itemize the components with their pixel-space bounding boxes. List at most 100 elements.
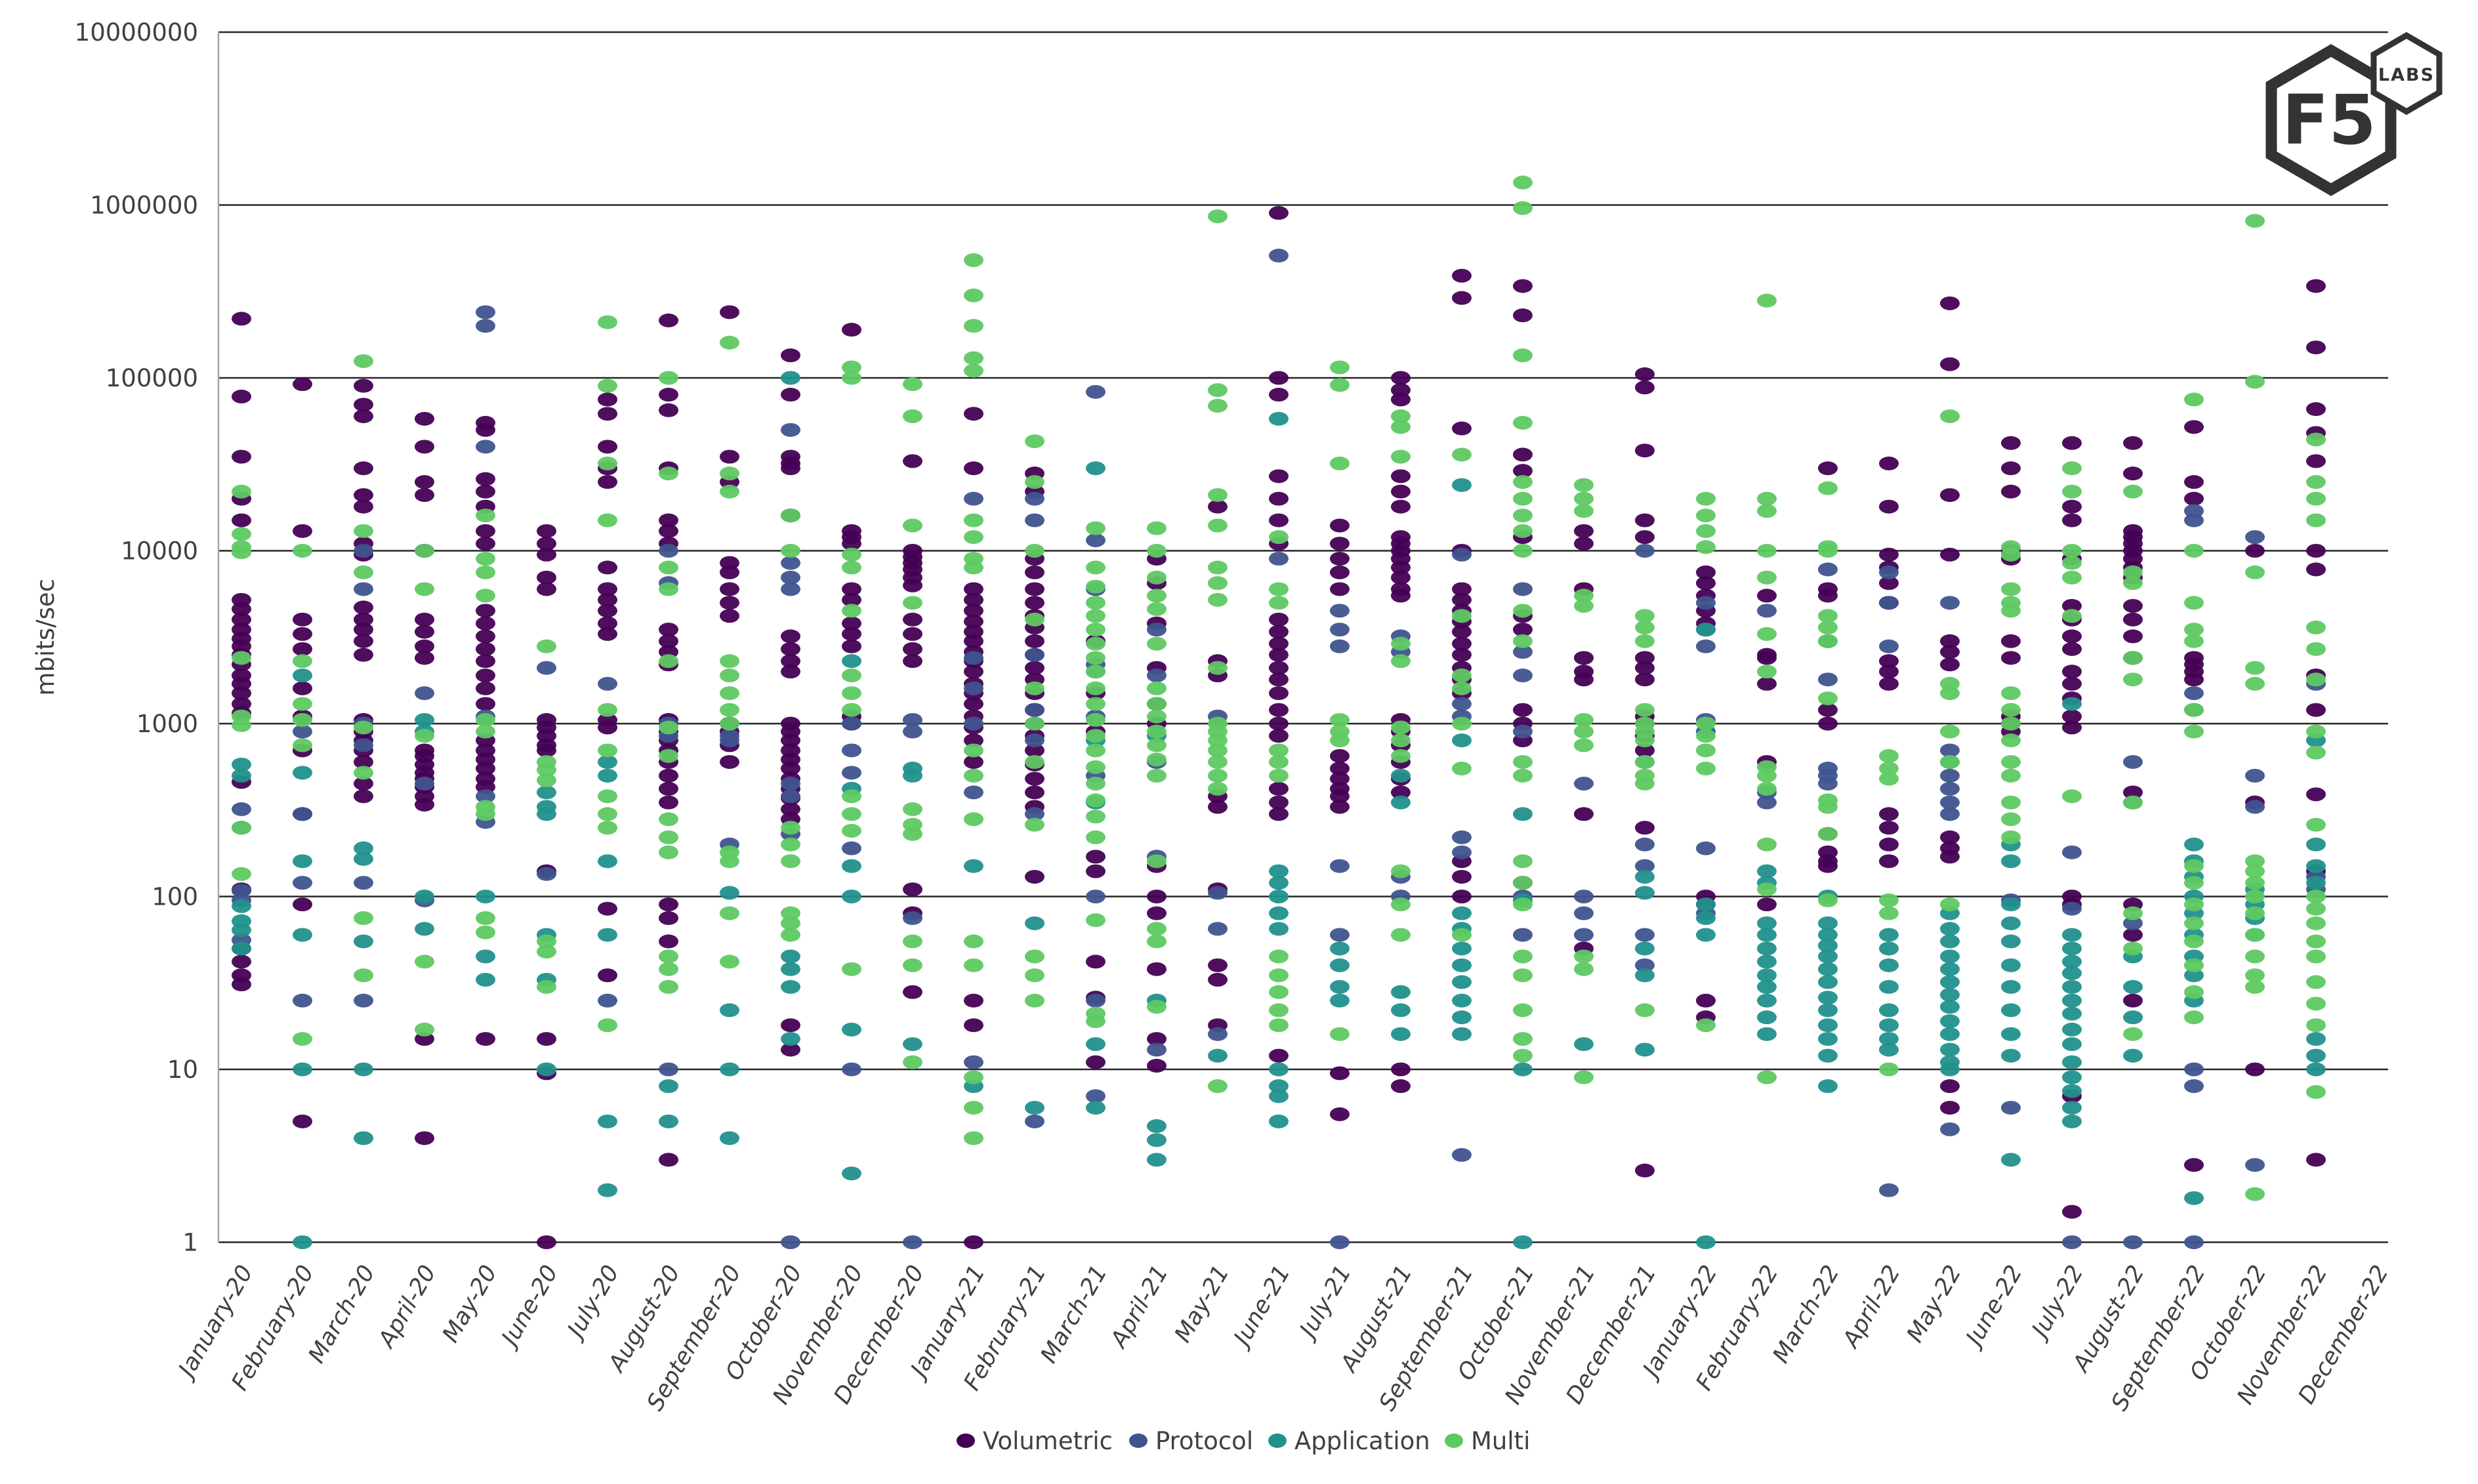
data-point bbox=[1635, 1003, 1655, 1018]
legend-dot bbox=[957, 1433, 975, 1448]
data-point bbox=[1757, 627, 1777, 641]
data-point bbox=[1513, 491, 1533, 506]
data-point bbox=[598, 768, 617, 783]
data-point bbox=[1147, 1032, 1167, 1046]
data-point bbox=[2245, 676, 2265, 691]
data-point bbox=[1086, 793, 1105, 808]
data-point bbox=[1452, 993, 1472, 1008]
data-point bbox=[1452, 421, 1472, 436]
data-point bbox=[232, 867, 251, 881]
data-point bbox=[1086, 760, 1105, 774]
data-point bbox=[1757, 968, 1777, 983]
data-point bbox=[2001, 916, 2021, 930]
data-point bbox=[1391, 392, 1411, 407]
data-point bbox=[2062, 499, 2082, 514]
data-point bbox=[2184, 897, 2204, 912]
data-point bbox=[1574, 738, 1594, 752]
data-point bbox=[1452, 447, 1472, 462]
data-point bbox=[964, 743, 983, 758]
data-point bbox=[232, 978, 251, 992]
data-point bbox=[2123, 754, 2143, 769]
legend-dot bbox=[1445, 1433, 1463, 1448]
data-point bbox=[598, 1114, 617, 1128]
data-point bbox=[1879, 639, 1899, 653]
data-point bbox=[1452, 733, 1472, 748]
data-point bbox=[537, 639, 556, 653]
data-point bbox=[964, 1055, 983, 1069]
data-point bbox=[2184, 916, 2204, 930]
data-point bbox=[1818, 962, 1838, 976]
data-point bbox=[354, 841, 373, 855]
data-point bbox=[232, 923, 251, 938]
data-point bbox=[659, 313, 678, 327]
data-point bbox=[659, 544, 678, 558]
data-point bbox=[293, 544, 312, 558]
data-point bbox=[1452, 609, 1472, 623]
data-point bbox=[1757, 882, 1777, 897]
data-point bbox=[2306, 544, 2326, 558]
data-point bbox=[1391, 749, 1411, 763]
data-point bbox=[842, 604, 861, 618]
data-point bbox=[537, 979, 556, 994]
data-point bbox=[1574, 651, 1594, 665]
data-point bbox=[1208, 1079, 1228, 1094]
data-point bbox=[293, 876, 312, 890]
data-point bbox=[2123, 1010, 2143, 1025]
data-point bbox=[1513, 1235, 1533, 1249]
data-point bbox=[476, 629, 495, 644]
data-point bbox=[781, 582, 800, 596]
data-point bbox=[1452, 761, 1472, 775]
data-point bbox=[1513, 854, 1533, 869]
data-point bbox=[598, 407, 617, 421]
data-point bbox=[720, 335, 739, 350]
data-point bbox=[903, 827, 922, 841]
data-point bbox=[476, 319, 495, 333]
data-point bbox=[903, 1235, 922, 1249]
data-point bbox=[659, 781, 678, 796]
data-point bbox=[415, 582, 434, 596]
data-point bbox=[2245, 876, 2265, 890]
data-point bbox=[598, 315, 617, 329]
data-point bbox=[1086, 533, 1105, 548]
data-point bbox=[781, 916, 800, 930]
data-point bbox=[1513, 348, 1533, 363]
data-point bbox=[1818, 949, 1838, 964]
data-point bbox=[1208, 1027, 1228, 1041]
data-point bbox=[659, 582, 678, 596]
data-point bbox=[2062, 598, 2082, 613]
data-point bbox=[964, 363, 983, 378]
data-point bbox=[2184, 596, 2204, 610]
data-point bbox=[659, 524, 678, 538]
data-point bbox=[2184, 672, 2204, 687]
gridlines bbox=[218, 31, 2388, 1243]
data-point bbox=[1757, 928, 1777, 942]
data-point bbox=[2306, 1153, 2326, 1167]
data-point bbox=[2306, 513, 2326, 527]
data-point bbox=[232, 768, 251, 783]
data-point bbox=[2306, 454, 2326, 468]
data-point bbox=[964, 697, 983, 711]
data-point bbox=[1818, 703, 1838, 717]
data-point bbox=[964, 530, 983, 545]
data-point bbox=[415, 440, 434, 454]
data-point bbox=[842, 823, 861, 838]
x-tick-label: April-20 bbox=[373, 1261, 442, 1353]
data-point bbox=[1574, 776, 1594, 791]
data-point bbox=[476, 654, 495, 669]
data-point bbox=[2062, 1100, 2082, 1115]
data-point bbox=[598, 754, 617, 769]
data-point bbox=[1147, 1153, 1167, 1167]
data-point bbox=[598, 743, 617, 758]
data-point bbox=[1147, 1058, 1167, 1073]
data-point bbox=[1086, 384, 1105, 399]
data-point bbox=[1940, 1079, 1960, 1094]
data-point bbox=[1269, 1018, 1289, 1033]
data-point bbox=[2184, 934, 2204, 949]
data-point bbox=[1269, 491, 1289, 506]
data-point bbox=[1757, 897, 1777, 912]
data-point bbox=[1513, 724, 1533, 739]
data-point bbox=[1879, 941, 1899, 956]
data-point bbox=[842, 743, 861, 758]
data-point bbox=[1330, 456, 1350, 470]
data-point bbox=[842, 616, 861, 630]
